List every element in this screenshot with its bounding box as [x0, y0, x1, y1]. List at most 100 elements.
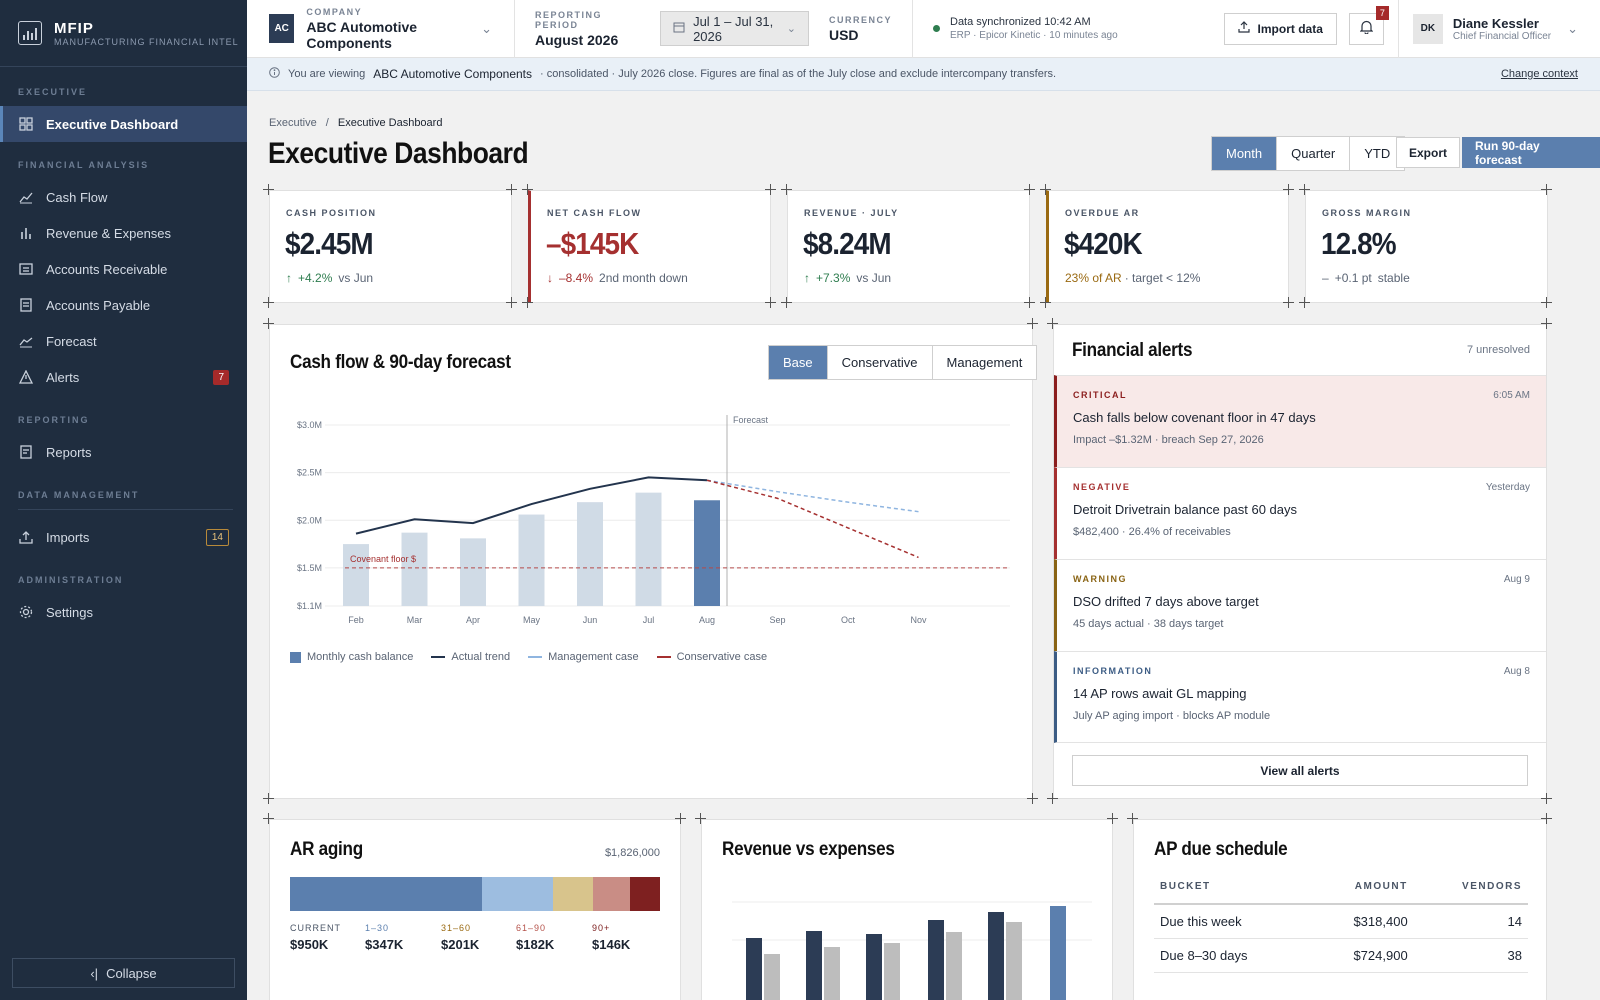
revenue-expenses-card: Revenue vs expenses	[701, 819, 1113, 1000]
table-row[interactable]: Due 8–30 days $724,900 38	[1154, 938, 1528, 973]
alert-item-warning[interactable]: WARNING Aug 9 DSO drifted 7 days above t…	[1054, 559, 1546, 651]
sidebar-item-settings[interactable]: Settings	[0, 594, 247, 630]
kpi-card-revenue[interactable]: REVENUE · JULY $8.24M ↑ +7.3% vs Jun	[787, 190, 1030, 303]
date-range-picker[interactable]: Jul 1 – Jul 31, 2026 ⌄	[660, 11, 809, 46]
run-forecast-button[interactable]: Run 90-day forecast	[1462, 137, 1600, 168]
cash-balance-bar	[577, 502, 603, 606]
corner-marker	[1541, 813, 1552, 824]
sidebar-item-accounts-payable[interactable]: Accounts Payable	[0, 287, 247, 323]
corner-marker	[506, 297, 517, 308]
ar-aging-total: $1,826,000	[604, 847, 660, 859]
kpi-value: $2.45M	[285, 226, 374, 261]
currency-value[interactable]: USD	[828, 26, 859, 43]
sidebar-item-imports[interactable]: Imports 14	[0, 519, 247, 555]
sidebar-item-accounts-receivable[interactable]: Accounts Receivable	[0, 251, 247, 287]
sidebar-item-forecast[interactable]: Forecast	[0, 323, 247, 359]
kpi-delta: ↑ +4.2% vs Jun	[286, 271, 373, 285]
cash-balance-bar	[635, 492, 662, 606]
revenue-bar	[928, 920, 944, 1000]
corner-marker	[263, 297, 274, 308]
import-data-button[interactable]: Import data	[1223, 12, 1337, 45]
ar-bucket-value: $201K	[441, 937, 480, 952]
conservative-case-line	[706, 479, 919, 559]
corner-marker	[1541, 793, 1552, 804]
sidebar-item-executive-dashboard[interactable]: Executive Dashboard	[0, 106, 247, 142]
document-icon	[18, 297, 34, 313]
revenue-expenses-chart	[732, 901, 1092, 1000]
sidebar-item-reports[interactable]: Reports	[0, 434, 247, 470]
corner-marker	[1047, 318, 1058, 329]
notifications-button[interactable]: 7	[1348, 5, 1389, 45]
nav-section-financial: FINANCIAL ANALYSIS	[18, 160, 150, 170]
nav-section-reporting: REPORTING	[18, 415, 90, 425]
covenant-floor-label: Covenant floor $	[350, 554, 416, 564]
ar-bucket-label: 1–30	[365, 923, 390, 933]
kpi-card-overdue-ar[interactable]: OVERDUE AR $420K 23% of AR · target < 12%	[1046, 190, 1289, 303]
alert-item-critical[interactable]: CRITICAL 6:05 AM Cash falls below covena…	[1054, 375, 1546, 467]
sidebar-item-label: Reports	[46, 444, 92, 460]
alert-detail: 45 days actual · 38 days target	[1073, 618, 1224, 630]
brand[interactable]: MFIP MANUFACTURING FINANCIAL INTELLIGE	[0, 0, 247, 67]
tab-conservative[interactable]: Conservative	[826, 346, 932, 379]
upload-icon	[18, 529, 34, 545]
sidebar-item-alerts[interactable]: Alerts 7	[0, 359, 247, 395]
tab-base[interactable]: Base	[769, 346, 827, 379]
sidebar-item-label: Revenue & Expenses	[46, 225, 172, 241]
sidebar: MFIP MANUFACTURING FINANCIAL INTELLIGE E…	[0, 0, 247, 1000]
kpi-card-gross-margin[interactable]: GROSS MARGIN 12.8% – +0.1 pt stable	[1305, 190, 1548, 303]
sidebar-item-label: Settings	[46, 604, 93, 620]
date-range-value: Jul 1 – Jul 31, 2026	[693, 13, 774, 44]
alert-item-negative[interactable]: NEGATIVE Yesterday Detroit Drivetrain ba…	[1054, 467, 1546, 559]
sidebar-item-cash-flow[interactable]: Cash Flow	[0, 179, 247, 215]
ap-due-card: AP due schedule BUCKET AMOUNT VENDORS Du…	[1133, 819, 1547, 1000]
tab-quarter[interactable]: Quarter	[1276, 137, 1349, 170]
management-case-line	[706, 479, 919, 513]
kpi-delta-value: 23% of AR	[1065, 271, 1122, 285]
y-tick-label: $2.0M	[297, 515, 322, 525]
expense-bar	[946, 932, 962, 1000]
alerts-count-badge: 7	[213, 369, 229, 385]
alert-time: Aug 9	[1503, 574, 1530, 585]
ar-aging-segment	[630, 877, 660, 911]
banner-prefix: You are viewing	[288, 68, 366, 80]
notification-count-badge: 7	[1375, 5, 1389, 20]
ap-due-title: AP due schedule	[1154, 839, 1288, 860]
corner-marker	[1127, 813, 1138, 824]
user-menu[interactable]: DK Diane Kessler Chief Financial Officer…	[1397, 0, 1600, 58]
user-name: Diane Kessler	[1452, 15, 1539, 31]
kpi-value: $8.24M	[803, 226, 892, 261]
alert-title: Detroit Drivetrain balance past 60 days	[1073, 502, 1298, 517]
bell-icon	[1359, 20, 1374, 37]
chart-legend: Monthly cash balance Actual trend Manage…	[290, 651, 767, 663]
breadcrumb-root[interactable]: Executive	[269, 117, 317, 129]
kpi-delta: – +0.1 pt stable	[1322, 271, 1410, 285]
context-banner: You are viewing ABC Automotive Component…	[247, 58, 1600, 91]
alert-item-information[interactable]: INFORMATION Aug 8 14 AP rows await GL ma…	[1054, 651, 1546, 743]
kpi-label: GROSS MARGIN	[1322, 208, 1412, 218]
change-context-link[interactable]: Change context	[1500, 68, 1578, 80]
cash-flow-title: Cash flow & 90-day forecast	[290, 352, 511, 373]
kpi-note: vs Jun	[856, 271, 892, 285]
sidebar-item-revenue-expenses[interactable]: Revenue & Expenses	[0, 215, 247, 251]
cash-balance-bar	[694, 500, 720, 606]
view-all-alerts-button[interactable]: View all alerts	[1072, 755, 1528, 786]
alerts-card: Financial alerts 7 unresolved CRITICAL 6…	[1053, 324, 1547, 799]
kpi-card-net-cash-flow[interactable]: NET CASH FLOW –$145K ↓ –8.4% 2nd month dow…	[528, 190, 771, 303]
company-selector[interactable]: AC COMPANY ABC Automotive Components ⌄	[247, 0, 515, 58]
table-row[interactable]: Due this week $318,400 14	[1154, 904, 1528, 939]
kpi-card-cash-position[interactable]: CASH POSITION $2.45M ↑ +4.2% vs Jun	[269, 190, 512, 303]
kpi-delta-value: +7.3%	[816, 271, 851, 285]
y-tick-label: $1.1M	[297, 601, 322, 611]
ar-aging-card: AR aging $1,826,000 CURRENT $950K 1–30 $34…	[269, 819, 681, 1000]
ar-bucket-31-60: 31–60 $201K	[441, 923, 479, 952]
cash-flow-chart: $3.0M $2.5M $2.0M $1.5M $1.1M Forecast Covenan…	[297, 415, 1010, 625]
collapse-button[interactable]: ‹| Collapse	[12, 958, 235, 988]
table-cell: $724,900	[1310, 938, 1418, 973]
tab-ytd[interactable]: YTD	[1349, 137, 1404, 170]
tab-month[interactable]: Month	[1212, 137, 1277, 170]
tab-management[interactable]: Management	[931, 346, 1037, 379]
cash-balance-bar	[518, 514, 545, 606]
export-button[interactable]: Export	[1396, 137, 1461, 168]
gear-icon	[18, 604, 34, 620]
status-dot	[933, 25, 940, 32]
